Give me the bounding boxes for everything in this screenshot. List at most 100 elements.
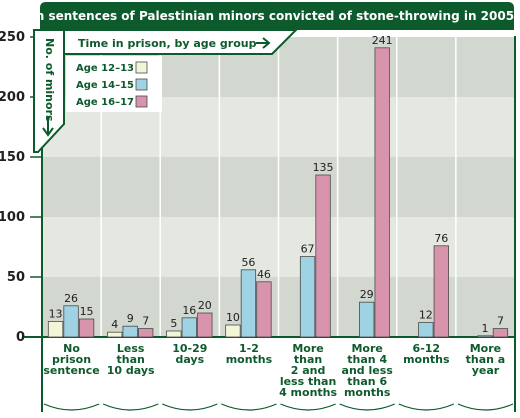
category-label-line: months [344,386,391,399]
category-label: More than 2 and less than 4 months [279,342,337,399]
category-label-line: 4 months [279,386,337,399]
category-label: No prison sentence [43,342,99,377]
category-label-line: days [175,353,204,366]
category-tab-edge [162,403,218,411]
category-tab-edge [280,403,336,411]
bar-value-label: 67 [301,243,315,256]
legend-label: Age 16–17 [76,97,134,108]
bar [166,330,182,338]
category-label-line: than [117,353,145,366]
bar [374,47,390,338]
category-label-line: than 4 [347,353,387,366]
bar [47,320,64,338]
category-label-line: prison [52,353,91,366]
category-label: Less than 10 days [107,342,155,377]
category-label-line: than [294,353,322,366]
bar-value-label: 46 [257,268,271,281]
chart-header: Prison sentences of Palestinian minors c… [2,2,520,153]
bar [359,301,375,338]
category-label-line: than a [466,353,506,366]
bar [492,328,509,338]
y-tick-label: 50 [7,270,25,285]
bar [256,281,272,338]
category-tab-edge [339,403,395,411]
category-label-line: More [292,342,323,355]
category-label-line: More [351,342,382,355]
y-axis: 0 50 100 150 200 250 [0,30,42,345]
category-label-line: and less [342,364,394,377]
bars: 13 4 5 10 26 9 16 56 67 29 12 1 15 7 20 46 135 241 76 7 [47,34,509,338]
category-tab-edge [43,403,100,411]
legend-label: Age 14–15 [76,80,134,91]
y-tick-label: 0 [16,330,25,345]
category-label-line: sentence [43,364,99,377]
category-label-line: months [403,353,450,366]
bar [418,322,434,338]
bar [197,312,213,338]
category-label-line: months [226,353,273,366]
bar-value-label: 26 [64,292,78,305]
title-bar [40,2,514,30]
category-tab-edge [457,403,514,411]
ylabel-arrow-icon [42,116,54,137]
legend-swatch [135,78,148,91]
bar [63,305,79,338]
category-label: 10-29 days [172,342,207,366]
bar [225,324,241,338]
bar [299,256,316,338]
category-label-line: No [63,342,80,355]
bar [122,325,138,338]
bar-value-label: 29 [360,288,374,301]
category-label-line: less than [280,375,337,388]
bar [181,317,197,338]
bar-value-label: 15 [80,305,94,318]
category-label: More than a year [466,342,506,377]
legend-label: Age 12–13 [76,63,134,74]
category-label: 1-2 months [226,342,273,366]
bar [78,318,95,338]
y-axis-label: No. of minors [43,38,56,122]
category-label-line: 10 days [107,364,155,377]
bar-value-label: 76 [434,232,448,245]
bar-value-label: 5 [170,317,177,330]
bar-value-label: 20 [198,299,212,312]
bar-value-label: 16 [182,304,196,317]
y-tick-label: 150 [0,150,25,165]
legend: Age 12–13 Age 14–15 Age 16–17 [66,56,162,112]
y-tick-label: 250 [0,30,25,45]
bar-value-label: 7 [142,315,149,328]
category-label-line: year [472,364,500,377]
bar [138,328,154,338]
legend-swatch [135,95,148,108]
category-tab-edge [102,403,159,411]
bar-value-label: 4 [111,318,118,331]
category-label-line: More [470,342,501,355]
category-tab-edge [221,403,277,411]
bar-value-label: 1 [481,322,488,335]
category-label-line: 6-12 [413,342,441,355]
y-tick-label: 100 [0,210,25,225]
category-label-line: 1-2 [239,342,259,355]
category-label-line: 10-29 [172,342,207,355]
legend-swatch [135,61,148,74]
bar-value-label: 9 [127,312,134,325]
category-label-line: 2 and [291,364,326,377]
category-label-line: than 6 [347,375,387,388]
category-label: 6-12 months [403,342,450,366]
category-tab-edge [398,403,455,411]
category-label: More than 4 and less than 6 months [342,342,394,399]
bar-value-label: 10 [226,311,240,324]
bar-value-label: 13 [49,307,63,320]
category-label-line: Less [117,342,145,355]
bar [433,245,449,338]
bar [477,335,493,338]
bar [240,269,257,338]
chart-subtitle: Time in prison, by age group [78,37,257,50]
y-tick-label: 200 [0,90,25,105]
bar-value-label: 56 [241,256,255,269]
bar-value-label: 135 [313,161,334,174]
bar [315,174,331,338]
bar-value-label: 7 [497,315,504,328]
